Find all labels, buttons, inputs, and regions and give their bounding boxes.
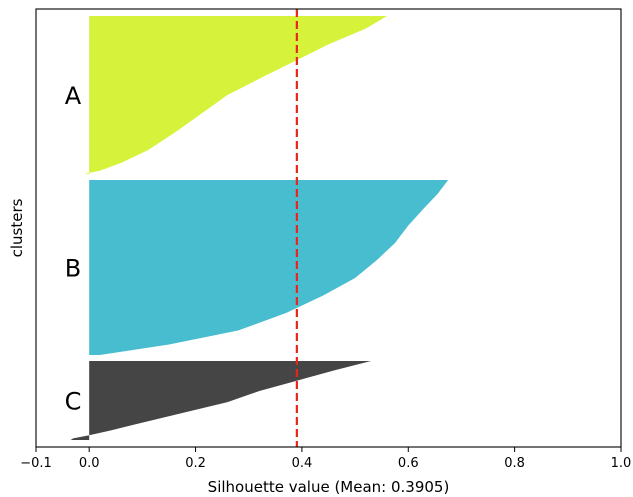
x-axis-title: Silhouette value (Mean: 0.3905) bbox=[208, 478, 450, 496]
cluster-b-silhouette bbox=[89, 180, 449, 355]
x-tick-label: −0.1 bbox=[20, 456, 52, 471]
x-tick-label: 0.4 bbox=[292, 456, 313, 471]
x-tick-label: 0.2 bbox=[185, 456, 206, 471]
x-tick-label: 0.8 bbox=[504, 456, 525, 471]
y-axis-title: clusters bbox=[8, 198, 26, 257]
cluster-a-silhouette bbox=[83, 16, 388, 174]
cluster-label-b: B bbox=[65, 255, 81, 283]
x-tick-label: 0.0 bbox=[79, 456, 100, 471]
plot-frame bbox=[35, 8, 622, 448]
cluster-label-a: A bbox=[65, 82, 82, 110]
x-tick-label: 0.6 bbox=[398, 456, 419, 471]
plot-area: A B C bbox=[65, 9, 449, 447]
x-axis: −0.1 0.0 0.2 0.4 0.6 0.8 1.0 bbox=[20, 447, 631, 471]
x-tick-label: 1.0 bbox=[611, 456, 632, 471]
cluster-c-silhouette bbox=[70, 361, 371, 440]
cluster-label-c: C bbox=[65, 388, 82, 416]
